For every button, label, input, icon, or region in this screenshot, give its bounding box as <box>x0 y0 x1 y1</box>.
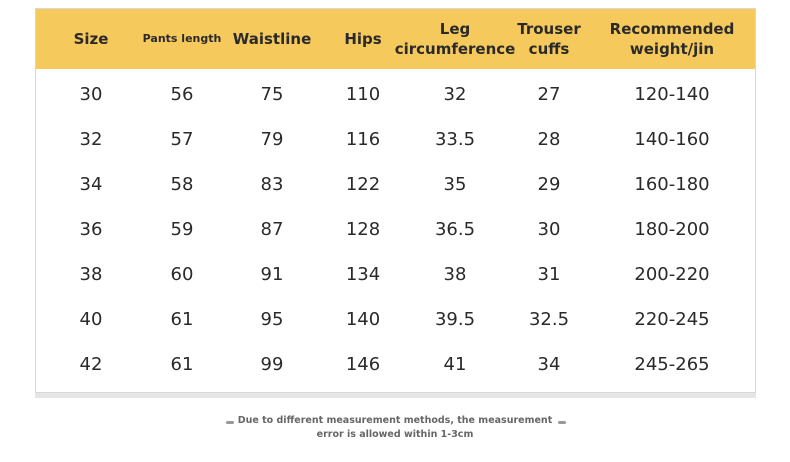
data-cell: 122 <box>345 174 381 195</box>
table-header: Size Pants length Waistline Hips Leg circumf… <box>36 9 755 69</box>
data-cell: 33.5 <box>434 129 476 150</box>
data-cell: 30 <box>79 84 103 105</box>
size-table: Size Pants length Waistline Hips Leg circumf… <box>35 8 756 393</box>
data-cell: 140 <box>345 309 381 330</box>
data-cell: 30 <box>537 219 561 240</box>
footer-note: Due to different measurement methods, th… <box>237 415 553 440</box>
data-cell: 31 <box>537 264 561 285</box>
data-cell: 59 <box>170 219 194 240</box>
data-cell: 36 <box>79 219 103 240</box>
table-shadow <box>35 392 756 398</box>
data-cell: 146 <box>345 354 381 375</box>
data-cell: 35 <box>443 174 467 195</box>
data-cell: 180-200 <box>634 219 710 240</box>
data-cell: 91 <box>260 264 284 285</box>
data-cell: 245-265 <box>634 354 710 375</box>
data-cell: 160-180 <box>634 174 710 195</box>
header-cell: Trouser cuffs <box>503 9 595 69</box>
data-cell: 38 <box>79 264 103 285</box>
data-cell: 29 <box>537 174 561 195</box>
header-cell: Leg circumference <box>395 9 516 69</box>
data-cell: 99 <box>260 354 284 375</box>
data-cell: 220-245 <box>634 309 710 330</box>
data-cell: 56 <box>170 84 194 105</box>
header-text: Pants length <box>142 32 222 45</box>
data-cell: 42 <box>79 354 103 375</box>
note-icon <box>226 421 234 424</box>
header-cell: Hips <box>318 9 408 69</box>
header-text: Leg circumference <box>394 20 516 58</box>
data-cell: 36.5 <box>434 219 476 240</box>
data-cell: 27 <box>537 84 561 105</box>
data-cell: 83 <box>260 174 284 195</box>
data-cell: 87 <box>260 219 284 240</box>
header-cell: Recommended weight/jin <box>602 9 742 69</box>
data-cell: 32 <box>79 129 103 150</box>
data-cell: 134 <box>345 264 381 285</box>
data-cell: 40 <box>79 309 103 330</box>
data-cell: 61 <box>170 354 194 375</box>
data-cell: 200-220 <box>634 264 710 285</box>
data-cell: 110 <box>345 84 381 105</box>
header-cell: Waistline <box>227 9 317 69</box>
data-cell: 60 <box>170 264 194 285</box>
note-icon <box>558 421 566 424</box>
data-cell: 79 <box>260 129 284 150</box>
data-cell: 32 <box>443 84 467 105</box>
data-cell: 28 <box>537 129 561 150</box>
data-cell: 116 <box>345 129 381 150</box>
header-text: Hips <box>344 30 382 48</box>
data-cell: 34 <box>79 174 103 195</box>
data-cell: 75 <box>260 84 284 105</box>
data-cell: 61 <box>170 309 194 330</box>
header-text: Waistline <box>232 30 312 48</box>
header-cell: Pants length <box>137 9 227 69</box>
header-text: Recommended weight/jin <box>609 20 735 58</box>
data-cell: 140-160 <box>634 129 710 150</box>
data-cell: 32.5 <box>528 309 570 330</box>
data-cell: 58 <box>170 174 194 195</box>
data-cell: 39.5 <box>434 309 476 330</box>
data-cell: 38 <box>443 264 467 285</box>
data-cell: 128 <box>345 219 381 240</box>
data-cell: 57 <box>170 129 194 150</box>
data-cell: 120-140 <box>634 84 710 105</box>
header-text: Size <box>73 30 109 48</box>
header-text: Trouser cuffs <box>517 20 581 58</box>
data-cell: 34 <box>537 354 561 375</box>
data-cell: 95 <box>260 309 284 330</box>
data-cell: 41 <box>443 354 467 375</box>
header-cell: Size <box>46 9 136 69</box>
